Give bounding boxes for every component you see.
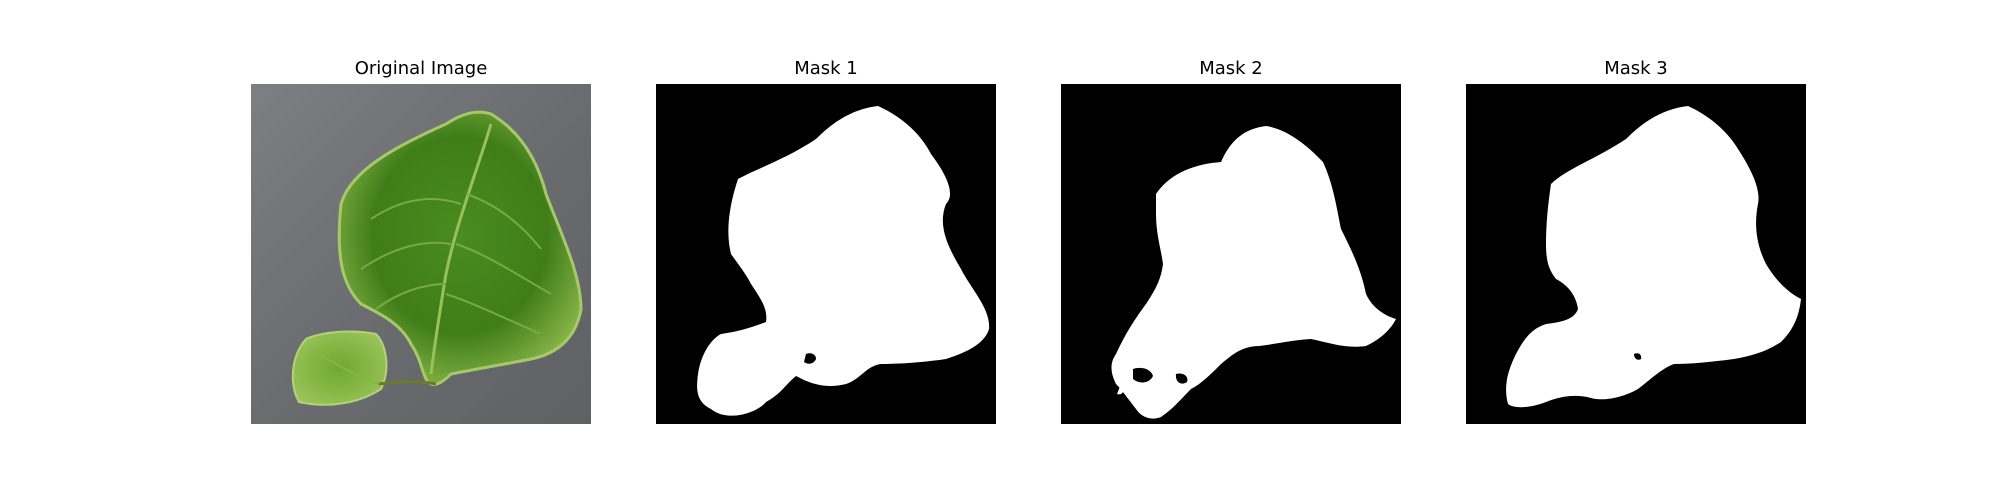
mask-1-shape <box>656 84 996 424</box>
mask-3-image <box>1466 84 1806 424</box>
original-image <box>251 84 591 424</box>
mask-3-panel: Mask 3 <box>1466 0 1806 500</box>
mask-2-image <box>1061 84 1401 424</box>
panel-title-mask-2: Mask 2 <box>1199 58 1263 79</box>
mask-3-shape <box>1466 84 1806 424</box>
leaf-shape <box>337 110 583 386</box>
mask-2-panel: Mask 2 <box>1061 0 1401 500</box>
mask-1-panel: Mask 1 <box>656 0 996 500</box>
mask-1-image <box>656 84 996 424</box>
leaf-photo <box>251 84 591 424</box>
mask-2-shape <box>1061 84 1401 424</box>
small-leaf-shape <box>291 330 388 406</box>
panel-title-original: Original Image <box>354 58 488 79</box>
original-image-panel: Original Image <box>251 0 591 500</box>
panel-title-mask-1: Mask 1 <box>794 58 858 79</box>
panel-title-mask-3: Mask 3 <box>1604 58 1668 79</box>
